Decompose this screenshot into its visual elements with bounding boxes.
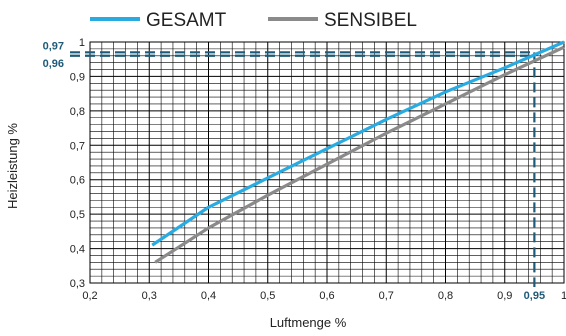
legend: GESAMT SENSIBEL	[90, 10, 417, 31]
x-tick-labels: 0,2 0,3 0,4 0,5 0,6 0,7 0,8 0,9 1	[82, 290, 566, 302]
y-tick-label: 0,5	[70, 209, 85, 221]
x-tick-label: 0,4	[201, 290, 216, 302]
x-tick-label: 0,5	[260, 290, 275, 302]
y-tick-label: 1	[79, 37, 85, 49]
x-axis-label: Luftmenge %	[270, 315, 347, 330]
reference-x-label: 0,95	[524, 290, 545, 302]
reference-lines	[70, 51, 536, 287]
reference-labels: 0,95 0,97 0,96	[43, 40, 546, 302]
x-tick-label: 1	[561, 290, 566, 302]
y-tick-label: 0,7	[70, 140, 85, 152]
x-tick-label: 0,9	[497, 290, 512, 302]
y-tick-label: 0,6	[70, 175, 85, 187]
series-layer	[151, 40, 565, 264]
plot-frame	[89, 41, 565, 284]
series-line-sensibel	[154, 45, 565, 264]
x-tick-label: 0,7	[379, 290, 394, 302]
reference-y-label: 0,96	[43, 58, 64, 70]
x-tick-label: 0,3	[142, 290, 157, 302]
x-tick-label: 0,6	[319, 290, 334, 302]
y-axis-label: Heizleistung %	[5, 123, 20, 209]
y-tick-label: 0,8	[70, 106, 85, 118]
y-tick-label: 0,3	[70, 278, 85, 290]
grid	[89, 41, 565, 284]
x-tick-label: 0,2	[82, 290, 97, 302]
y-tick-label: 0,9	[70, 71, 85, 83]
x-tick-label: 0,8	[438, 290, 453, 302]
y-tick-label: 0,4	[70, 244, 85, 256]
legend-label-gesamt: GESAMT	[146, 10, 227, 31]
legend-label-sensibel: SENSIBEL	[324, 10, 417, 31]
series-line-gesamt	[151, 40, 565, 247]
y-tick-labels: 0,3 0,4 0,5 0,6 0,7 0,8 0,9 1	[70, 37, 85, 290]
reference-y-label: 0,97	[43, 40, 64, 52]
